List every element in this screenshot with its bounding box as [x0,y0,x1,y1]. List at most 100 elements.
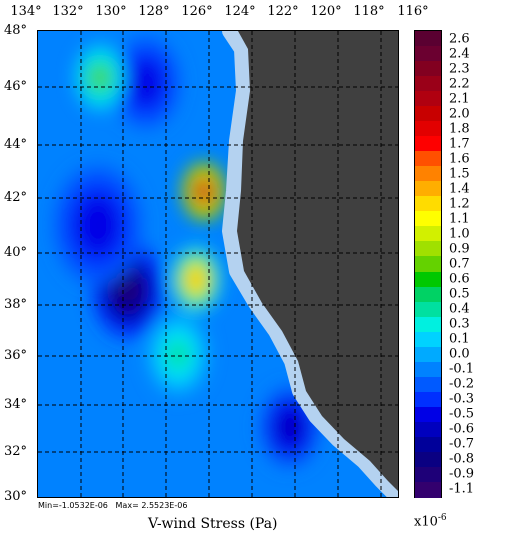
lat-tick: 46° [4,79,28,94]
legend-label: 1.8 [449,121,470,137]
graticule [38,31,398,497]
legend-swatch [415,376,441,393]
legend-swatch [415,226,441,243]
min-max-readout: Min=-1.0532E-06 Max= 2.5523E-06 [38,501,188,510]
lat-tick: 44° [4,137,28,152]
legend-swatch [415,406,441,423]
field-contour [190,271,202,288]
legend-label: 0.5 [449,286,470,302]
legend-label: -0.7 [449,436,475,452]
lat-tick: 42° [4,190,28,205]
field-contour [170,344,186,365]
legend-swatch [415,61,441,77]
legend-swatch [415,106,441,122]
legend-swatch [415,196,441,212]
lat-tick: 48° [4,23,28,38]
legend-label: 2.3 [449,61,470,77]
legend-label: 1.1 [449,211,470,227]
legend-label: 2.1 [449,91,470,107]
legend-label: 0.7 [449,256,470,272]
field-contour [87,210,109,241]
legend-swatch [415,181,441,197]
legend-label: 1.5 [449,166,470,182]
legend-swatch [415,286,441,303]
legend-swatch [415,466,441,483]
legend-label: -0.5 [449,406,475,422]
legend-label: 0.0 [449,346,470,362]
legend-swatch [415,151,441,167]
legend-label: -0.8 [449,451,475,467]
scale-factor: x10-6 [414,513,447,529]
land-mass [237,31,398,491]
legend-label: 1.4 [449,181,470,197]
legend-swatch [415,361,441,378]
lon-tick: 128° [138,4,170,19]
lon-tick: 130° [95,4,127,19]
field-contour [137,71,155,95]
lon-tick: 134° [10,4,42,19]
legend-swatch [415,31,441,47]
legend-label: 1.7 [449,136,470,152]
legend-swatch [415,136,441,152]
legend-swatch [415,481,441,498]
legend-label: -1.1 [449,481,475,497]
legend-swatch [415,346,441,363]
legend-swatch [415,46,441,62]
legend-label: 2.0 [449,106,470,122]
color-scale-bar [414,30,442,498]
legend-swatch [415,166,441,182]
lat-tick: 32° [4,444,28,459]
legend-swatch [415,241,441,258]
lat-tick: 38° [4,297,28,312]
scale-exponent: -6 [437,513,447,523]
legend-label: 0.6 [449,271,470,287]
lon-tick: 124° [224,4,256,19]
legend-label: 0.3 [449,316,470,332]
legend-label: 0.4 [449,301,470,317]
legend-swatch [415,331,441,348]
legend-swatch [415,121,441,137]
lon-tick: 120° [310,4,342,19]
legend-label: 1.6 [449,151,470,167]
field-contour [119,277,137,303]
lat-tick: 40° [4,245,28,260]
lat-tick: 34° [4,397,28,412]
legend-label: -0.6 [449,421,475,437]
wind-stress-map [38,31,398,497]
lon-tick: 126° [181,4,213,19]
variable-label: V-wind Stress (Pa) [148,516,278,532]
legend-swatch [415,301,441,318]
legend-swatch [415,91,441,107]
legend-swatch [415,76,441,92]
lon-tick: 122° [267,4,299,19]
lon-tick: 116° [397,4,429,19]
legend-label: 0.1 [449,331,470,347]
field-contour [94,69,106,86]
legend-swatch [415,211,441,227]
legend-label: 2.6 [449,31,470,47]
field-contour [282,416,298,438]
legend-label: 0.9 [449,241,470,257]
legend-label: 1.0 [449,226,470,242]
lat-tick: 30° [4,489,28,504]
legend-label: -0.2 [449,376,475,392]
field-contour [198,184,210,199]
lon-tick: 118° [353,4,385,19]
legend-swatch [415,391,441,408]
scale-base: x10 [414,514,438,530]
legend-label: -0.9 [449,466,475,482]
legend-label: -0.1 [449,361,475,377]
lon-tick: 132° [52,4,84,19]
map-plot [37,30,399,498]
legend-swatch [415,271,441,288]
wind-stress-field [54,36,320,468]
legend-label: 1.2 [449,196,470,212]
legend-swatch [415,316,441,333]
legend-swatch [415,451,441,468]
legend-label: 2.2 [449,76,470,92]
legend-swatch [415,421,441,438]
legend-swatch [415,256,441,273]
lat-tick: 36° [4,348,28,363]
legend-label: -0.3 [449,391,475,407]
legend-swatch [415,436,441,453]
